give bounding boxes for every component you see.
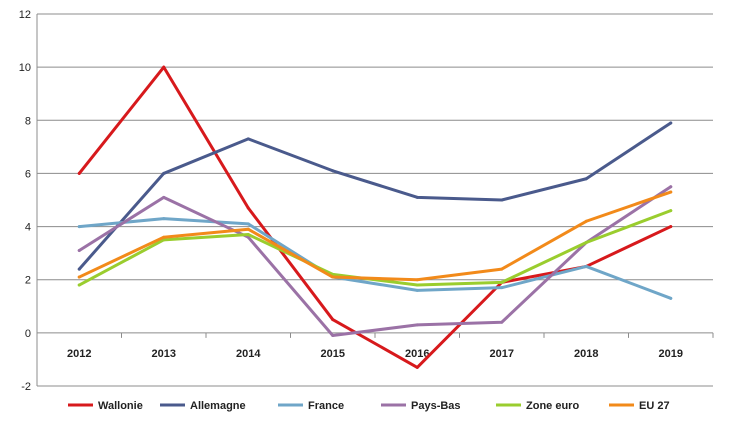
- data-point: [77, 225, 81, 229]
- data-point: [500, 267, 504, 271]
- data-point: [162, 171, 166, 175]
- legend: Wallonie Allemagne France Pays-Bas Zone euro…: [68, 400, 670, 412]
- series-line-france: [77, 217, 673, 300]
- data-point: [331, 318, 335, 322]
- data-point: [246, 222, 250, 226]
- data-point: [162, 217, 166, 221]
- x-tick-label: 2018: [574, 348, 598, 360]
- x-tick-label: 2012: [67, 348, 91, 360]
- data-point: [77, 283, 81, 287]
- x-axis-ticks: 2012 2013 2014 2015 2016 2017 2018 2019: [67, 348, 683, 360]
- axes: [36, 14, 714, 386]
- data-point: [669, 190, 673, 194]
- data-point: [500, 280, 504, 284]
- data-point: [500, 320, 504, 324]
- x-tick-label: 2019: [659, 348, 683, 360]
- series-line-allemagne: [77, 121, 673, 271]
- data-point: [331, 334, 335, 338]
- y-tick-label: 4: [25, 222, 31, 234]
- x-tick-label: 2016: [405, 348, 429, 360]
- data-point: [77, 267, 81, 271]
- legend-label: Allemagne: [190, 400, 246, 412]
- data-point: [584, 219, 588, 223]
- y-tick-label: 0: [25, 328, 31, 340]
- data-point: [77, 171, 81, 175]
- data-point: [584, 177, 588, 181]
- legend-label: Zone euro: [526, 400, 579, 412]
- series-line-pays-bas: [77, 185, 673, 338]
- data-point: [162, 195, 166, 199]
- data-point: [415, 288, 419, 292]
- y-tick-label: 6: [25, 168, 31, 180]
- data-point: [500, 198, 504, 202]
- y-axis-ticks: -2 0 2 4 6 8 10 12: [19, 9, 31, 393]
- data-point: [246, 206, 250, 210]
- data-point: [415, 365, 419, 369]
- data-point: [77, 275, 81, 279]
- legend-label: EU 27: [639, 400, 670, 412]
- x-tick-label: 2015: [321, 348, 345, 360]
- series-line-eu-27: [77, 190, 673, 282]
- data-point: [162, 235, 166, 239]
- legend-label: Wallonie: [98, 400, 143, 412]
- gridlines: [37, 13, 713, 387]
- data-point: [669, 209, 673, 213]
- data-point: [77, 248, 81, 252]
- x-tick-label: 2017: [490, 348, 514, 360]
- data-point: [246, 227, 250, 231]
- data-point: [415, 323, 419, 327]
- data-point: [500, 286, 504, 290]
- x-tick-label: 2014: [236, 348, 261, 360]
- data-point: [246, 233, 250, 237]
- data-point: [669, 121, 673, 125]
- y-tick-label: 8: [25, 115, 31, 127]
- data-point: [415, 278, 419, 282]
- series-line-wallonie: [77, 65, 673, 369]
- series-lines: [77, 65, 673, 369]
- y-tick-label: 10: [19, 62, 31, 74]
- legend-label: Pays-Bas: [411, 400, 461, 412]
- y-tick-label: 12: [19, 9, 31, 21]
- data-point: [669, 225, 673, 229]
- data-point: [584, 264, 588, 268]
- y-tick-label: 2: [25, 275, 31, 287]
- data-point: [331, 169, 335, 173]
- data-point: [669, 296, 673, 300]
- data-point: [162, 65, 166, 69]
- data-point: [415, 283, 419, 287]
- legend-label: France: [308, 400, 344, 412]
- y-tick-label: -2: [21, 381, 31, 393]
- data-point: [669, 185, 673, 189]
- data-point: [415, 195, 419, 199]
- data-point: [584, 241, 588, 245]
- data-point: [246, 137, 250, 141]
- x-tick-label: 2013: [152, 348, 176, 360]
- data-point: [331, 275, 335, 279]
